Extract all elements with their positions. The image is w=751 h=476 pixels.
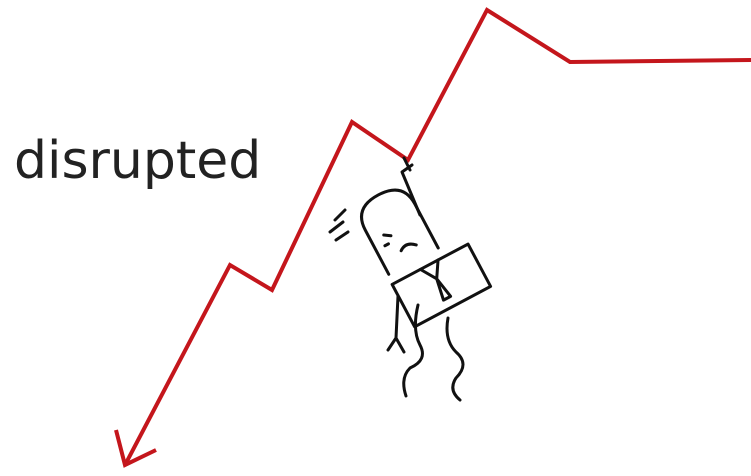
hair: [330, 210, 348, 240]
head: [354, 182, 439, 275]
illustration: disrupted: [0, 0, 751, 476]
trend-line: [125, 10, 751, 465]
hanging-man: [330, 158, 491, 400]
body: [392, 244, 490, 327]
caption: disrupted: [14, 131, 261, 191]
page: disrupted (() => { const data = JSON.par…: [0, 0, 751, 476]
leg-right: [447, 318, 463, 400]
leg-left: [404, 305, 423, 396]
